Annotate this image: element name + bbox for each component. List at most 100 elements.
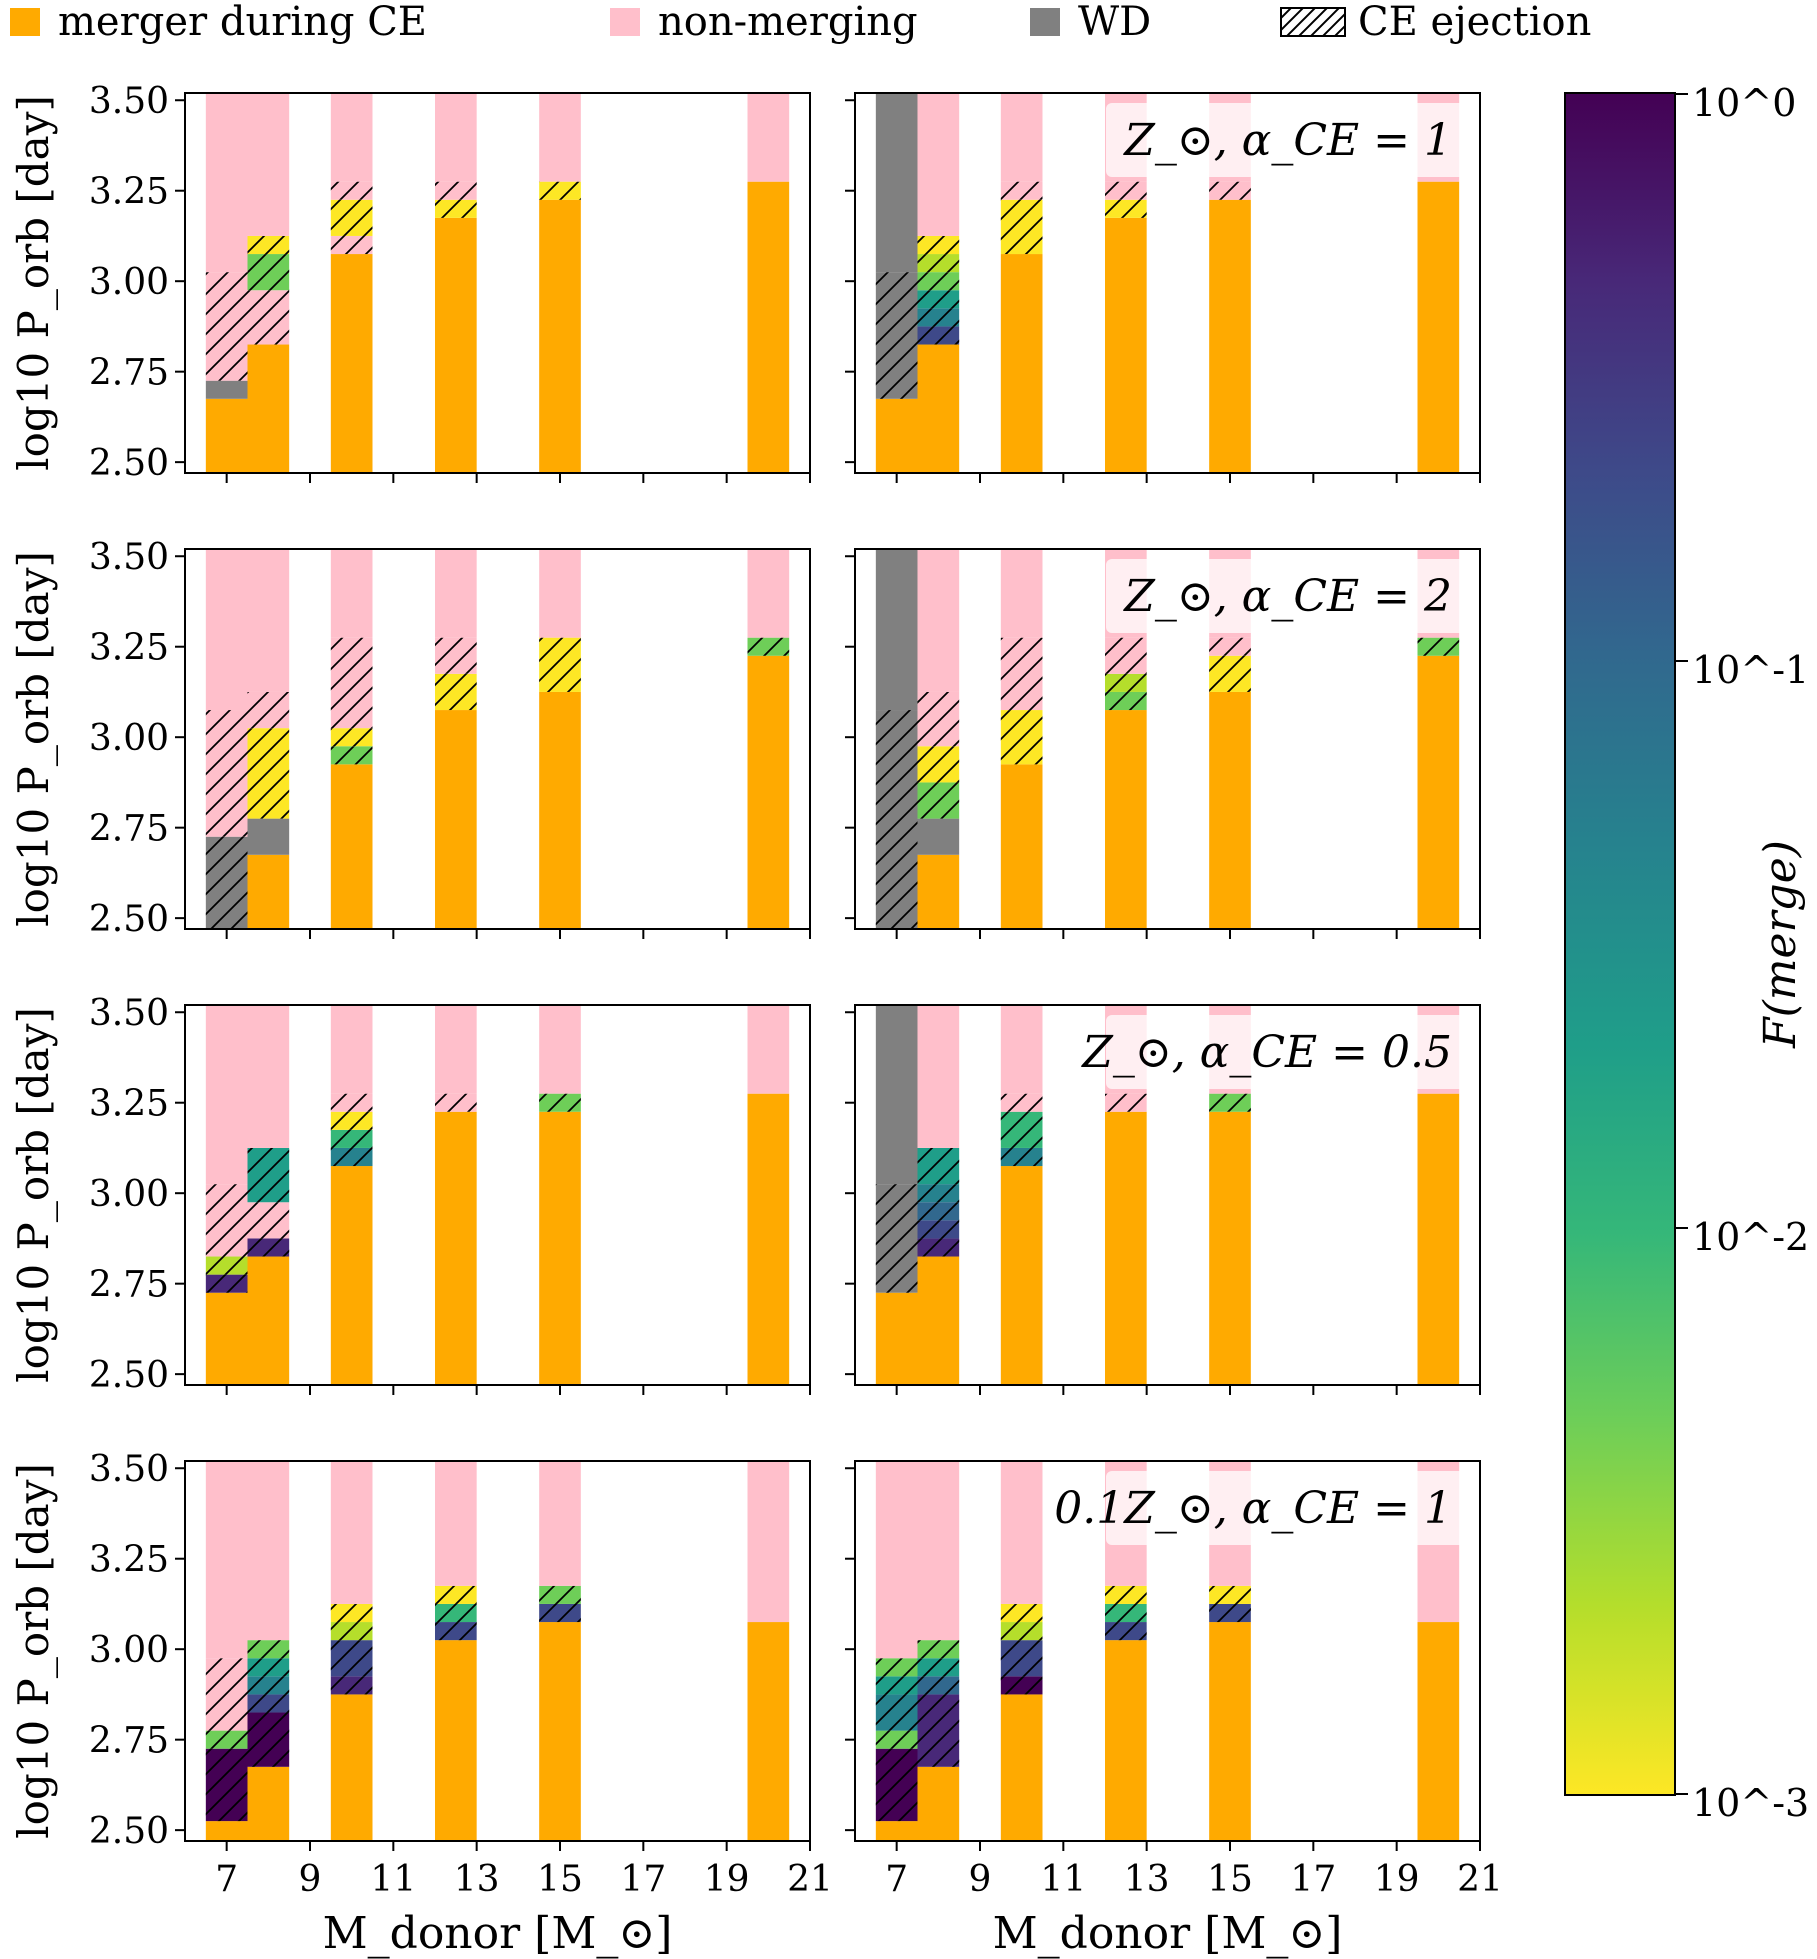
legend-nonmerging-label: non-merging: [658, 0, 918, 45]
ce-hatch: [917, 308, 960, 327]
ce-hatch: [917, 326, 960, 345]
bar-segment: [875, 549, 918, 711]
ce-hatch: [205, 1748, 248, 1822]
annotation-box: [1106, 559, 1466, 633]
x-tick-label: 9: [969, 1859, 992, 1900]
ce-hatch: [247, 235, 290, 255]
ce-hatch: [247, 1712, 290, 1767]
ce-hatch: [330, 1111, 373, 1130]
ce-hatch: [1209, 655, 1251, 692]
ce-hatch: [247, 254, 290, 291]
ce-hatch: [247, 1640, 290, 1659]
y-tick-label: 2.50: [89, 1355, 169, 1396]
ce-hatch: [1209, 181, 1251, 200]
ce-hatch: [917, 272, 960, 291]
bar-segment: [330, 1694, 373, 1841]
ce-hatch: [330, 181, 373, 200]
ce-hatch: [247, 691, 290, 729]
bar-segment: [330, 254, 373, 473]
ce-hatch: [917, 1694, 960, 1767]
panel-r3-c0: 7 9 11 13 15 17 19 21 2.50 2.75 3.00 3.25 3.50 log10 …: [9, 1449, 833, 1900]
ce-hatch: [1105, 691, 1147, 711]
panel-r1-c1: Z_⊙, α_CE = 2: [845, 548, 1481, 939]
bar-segment: [747, 1093, 790, 1385]
bar-segment: [1105, 1111, 1147, 1385]
bar-segment: [247, 818, 290, 855]
bar-segment: [875, 1005, 918, 1185]
ce-hatch: [330, 235, 373, 255]
y-tick-label: 2.75: [89, 1265, 169, 1306]
bar-segment: [1000, 93, 1043, 182]
ce-hatch: [435, 1585, 477, 1604]
bar-segment: [205, 1292, 248, 1385]
y-tick-label: 3.00: [89, 262, 169, 303]
ce-hatch: [1209, 637, 1251, 656]
y-axis-label: log10 P_orb [day]: [9, 1463, 58, 1839]
ce-hatch: [330, 1093, 373, 1112]
colorbar-tick-label: 10^-3: [1692, 1781, 1809, 1825]
bar-segment: [205, 380, 248, 399]
y-tick-label: 2.75: [89, 1721, 169, 1762]
ce-hatch: [917, 1184, 960, 1203]
panel-bars: [205, 1461, 790, 1841]
y-tick-label: 3.00: [89, 1174, 169, 1215]
ce-hatch: [1000, 181, 1043, 200]
bar-segment: [917, 854, 960, 929]
ce-hatch: [247, 1147, 290, 1203]
ce-hatch: [330, 1603, 373, 1623]
ce-hatch: [917, 782, 960, 819]
ce-hatch: [205, 1658, 248, 1731]
ce-hatch: [875, 1748, 918, 1822]
x-tick-label: 11: [1040, 1859, 1086, 1900]
panel-frame: [184, 1460, 811, 1842]
ce-hatch: [1209, 1093, 1251, 1112]
y-tick-label: 2.75: [89, 809, 169, 850]
bar-segment: [1000, 1694, 1043, 1841]
bar-segment: [247, 1461, 290, 1641]
ce-hatch: [330, 1622, 373, 1641]
bar-segment: [747, 549, 790, 638]
ce-hatch: [1105, 1603, 1147, 1623]
ce-hatch: [875, 1676, 918, 1695]
ce-hatch: [875, 272, 918, 399]
ce-hatch: [435, 1622, 477, 1641]
bar-segment: [435, 1461, 477, 1586]
x-tick-label: 13: [1124, 1859, 1170, 1900]
ce-hatch: [330, 1640, 373, 1677]
bar-segment: [917, 818, 960, 855]
ce-hatch: [330, 637, 373, 729]
ce-hatch: [1000, 1147, 1043, 1167]
ce-hatch: [1000, 199, 1043, 255]
y-axis-label: log10 P_orb [day]: [9, 95, 58, 471]
bar-segment: [539, 1461, 581, 1586]
x-tick-label: 19: [704, 1859, 750, 1900]
ce-hatch-swatch: [1280, 7, 1346, 37]
ce-hatch: [1000, 1676, 1043, 1695]
bar-segment: [435, 1111, 477, 1385]
panel-r1-c0: 2.50 2.75 3.00 3.25 3.50 log10 P_orb [day]: [9, 537, 811, 940]
bar-segment: [330, 1005, 373, 1094]
ce-hatch: [205, 1730, 248, 1749]
colorbar-tick-label: 10^-2: [1692, 1215, 1809, 1259]
ce-hatch: [247, 1676, 290, 1695]
bar-segment: [330, 93, 373, 182]
panel-frame: [854, 1460, 1481, 1842]
ce-hatch: [205, 1274, 248, 1293]
annotation-box: [1106, 1471, 1466, 1545]
ce-hatch: [435, 673, 477, 711]
bar-segment: [435, 217, 477, 473]
y-tick-label: 2.50: [89, 443, 169, 484]
bar-segment: [917, 549, 960, 692]
x-tick-label: 7: [215, 1859, 238, 1900]
bar-segment: [539, 93, 581, 182]
panel-annotation: 0.1Z_⊙, α_CE = 1: [1054, 1483, 1452, 1534]
ce-hatch: [435, 1603, 477, 1623]
ce-hatch: [917, 1238, 960, 1257]
ce-hatch: [1105, 673, 1147, 692]
x-tick-label: 15: [537, 1859, 583, 1900]
bar-segment: [247, 549, 290, 692]
bar-segment: [747, 1622, 790, 1841]
ce-hatch: [917, 1147, 960, 1185]
bar-segment: [1417, 1622, 1460, 1841]
panel-frame: [184, 1004, 811, 1386]
